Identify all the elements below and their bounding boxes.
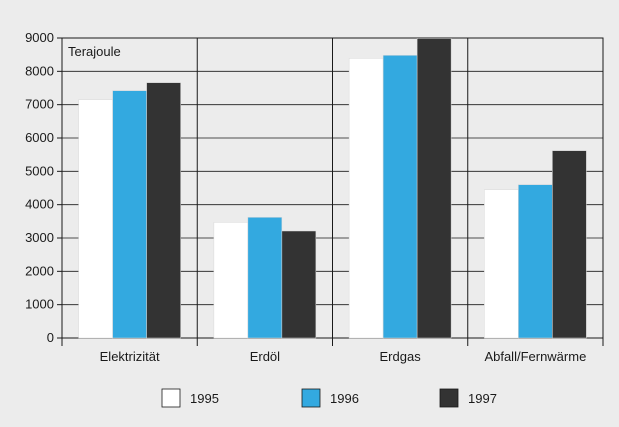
bar	[213, 222, 249, 339]
y-tick-label: 7000	[25, 97, 54, 112]
bars	[78, 38, 587, 339]
y-tick-label: 3000	[25, 230, 54, 245]
category-label: Elektrizität	[100, 349, 160, 364]
category-labels: Elektrizität Erdöl Erdgas Abfall/Fernwärme	[100, 349, 587, 364]
unit-label: Terajoule	[68, 44, 121, 59]
y-tick-label: 8000	[25, 63, 54, 78]
bar	[112, 90, 147, 339]
y-tick-label: 0	[47, 330, 54, 345]
legend-label: 1996	[330, 391, 359, 406]
y-tick-label: 1000	[25, 297, 54, 312]
y-tick-label: 5000	[25, 163, 54, 178]
bar	[382, 55, 418, 339]
legend-label: 1997	[468, 391, 497, 406]
bar	[518, 184, 553, 339]
bar	[552, 150, 587, 339]
bar	[247, 217, 283, 339]
y-tick-label: 2000	[25, 263, 54, 278]
bar	[78, 99, 113, 339]
bar	[484, 189, 519, 339]
legend-swatch	[439, 388, 459, 408]
legend-label: 1995	[190, 391, 219, 406]
category-label: Erdgas	[380, 349, 422, 364]
category-label: Erdöl	[250, 349, 280, 364]
y-axis-ticks: 0 1000 2000 3000 4000 5000 6000 7000 8000 9000	[25, 30, 62, 345]
bar	[416, 38, 452, 339]
legend: 1995 1996 1997	[161, 388, 497, 408]
bar	[281, 230, 317, 339]
legend-swatch	[161, 388, 181, 408]
y-tick-label: 6000	[25, 130, 54, 145]
category-label: Abfall/Fernwärme	[484, 349, 586, 364]
y-tick-label: 4000	[25, 197, 54, 212]
bar	[146, 82, 181, 339]
y-tick-label: 9000	[25, 30, 54, 45]
bar	[348, 58, 384, 339]
legend-swatch	[301, 388, 321, 408]
